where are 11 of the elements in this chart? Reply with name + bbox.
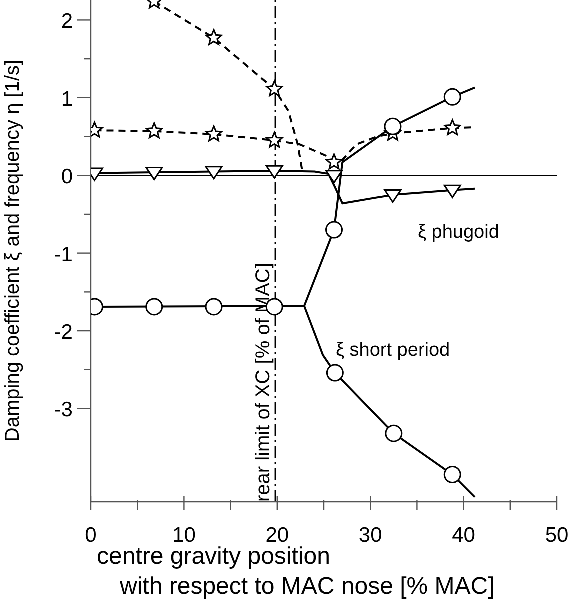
- y-tick-label: -2: [54, 321, 73, 344]
- annotation: ξ phugoid: [418, 222, 500, 244]
- y-tick-label: 0: [61, 166, 73, 189]
- annotation: ξ short period: [336, 340, 450, 362]
- y-axis-title: Damping coefficient ξ and frequency η [1/s]: [2, 60, 24, 442]
- x-tick-label: 0: [85, 524, 97, 547]
- y-tick-label: 2: [61, 10, 73, 34]
- x-tick-label: 50: [545, 524, 569, 547]
- y-tick-label: -1: [54, 243, 73, 266]
- y-tick-label: 1: [61, 88, 73, 111]
- y-tick-label: -3: [54, 398, 73, 422]
